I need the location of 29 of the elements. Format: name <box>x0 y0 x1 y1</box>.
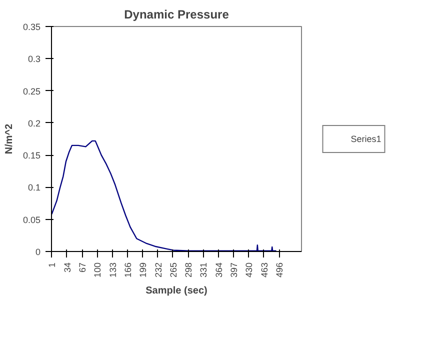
x-tick-label: 496 <box>274 262 284 278</box>
x-tick-label: 166 <box>122 262 133 278</box>
text: Series1 <box>350 134 382 144</box>
x-tick-label: 430 <box>244 262 254 278</box>
y-tick-label: 0.1 <box>28 182 41 193</box>
x-tick-label: 133 <box>108 262 118 278</box>
line-series <box>52 140 277 252</box>
x-tick-label: 298 <box>184 262 194 278</box>
y-tick-label: 0.15 <box>22 150 41 161</box>
x-tick-label: 265 <box>168 262 178 278</box>
y-tick-label: 0.2 <box>28 118 41 128</box>
y-tick-label: 0.35 <box>22 22 41 32</box>
x-tick-label: 67 <box>78 262 88 273</box>
y-tick-label: 0 <box>35 247 41 257</box>
x-tick-label: 364 <box>214 262 224 278</box>
y-axis-title: N/m^2 <box>4 123 15 154</box>
x-tick-label: 331 <box>198 262 209 278</box>
x-tick-label: 1 <box>47 262 58 268</box>
x-axis-title: Sample (sec) <box>146 286 208 297</box>
chart-title: Dynamic Pressure <box>124 8 230 22</box>
x-tick-label: 34 <box>62 262 72 273</box>
x-tick-label: 463 <box>259 262 270 278</box>
x-tick-label: 397 <box>229 262 240 278</box>
y-tick-label: 0.3 <box>28 54 41 64</box>
y-tick-label: 0.25 <box>22 86 41 96</box>
y-tick-label: 0.05 <box>22 214 41 225</box>
x-tick-label: 100 <box>92 262 103 278</box>
x-tick-label: 232 <box>153 262 164 278</box>
x-tick-label: 199 <box>138 262 148 278</box>
